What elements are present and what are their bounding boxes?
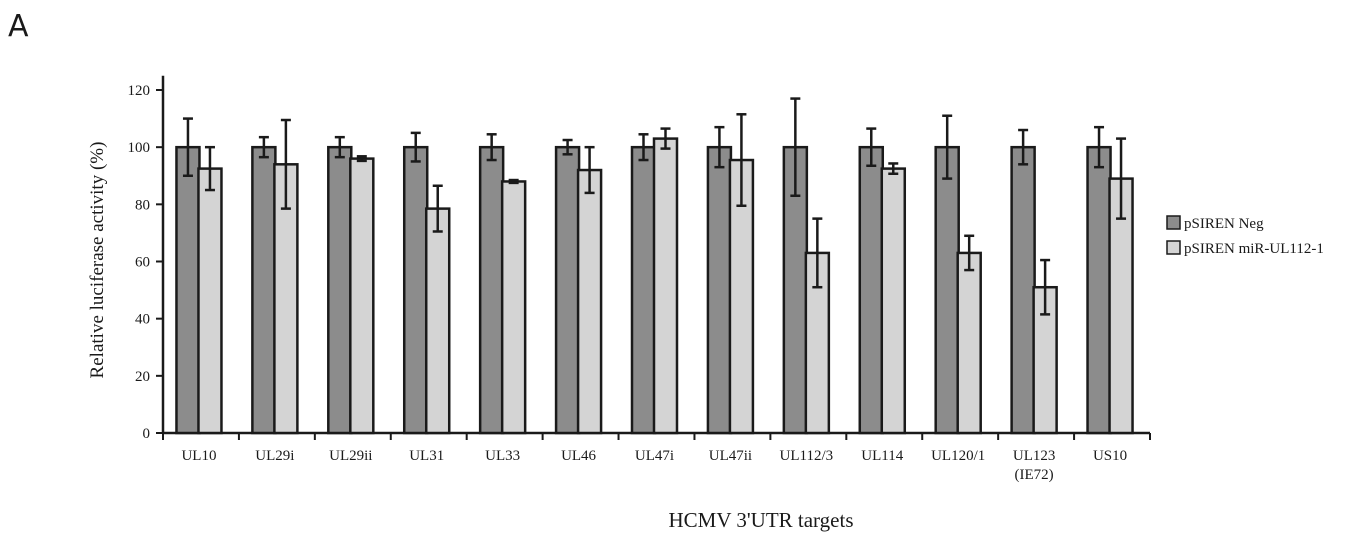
bar [424,207,451,435]
bar [706,145,733,435]
x-tick-label: UL46 [561,448,596,464]
bar [1010,145,1036,435]
bar [956,251,982,435]
bar [880,167,907,435]
legend-label: pSIREN miR-UL112-1 [1184,241,1324,257]
x-tick-label: UL29ii [329,448,372,464]
x-tick-label: UL29i [255,448,294,464]
bar [197,167,223,435]
y-tick-label: 80 [135,197,150,213]
panel-label: A [8,9,29,44]
bar [934,145,960,435]
y-tick-label: 100 [128,140,151,156]
y-tick-label: 20 [135,369,150,385]
bar [251,145,277,435]
bar [652,137,679,435]
plot-area: 0 20 40 60 80 100 120 UL10 UL29i UL29ii UL31 UL33 UL… [128,75,1151,483]
bar [478,145,505,435]
bar [402,145,429,435]
bar [1086,145,1112,435]
legend: pSIREN Neg pSIREN miR-UL112-1 [1166,215,1324,257]
bar [858,145,885,435]
legend-label: pSIREN Neg [1184,216,1264,232]
x-tick-label: UL47ii [709,448,752,464]
y-tick-label: 40 [135,312,150,328]
x-tick-label: UL33 [485,448,520,464]
bar [327,145,353,435]
legend-swatch [1166,240,1181,255]
x-axis-title: HCMV 3'UTR targets [668,508,853,532]
bar [630,145,657,435]
x-tick-label: (IE72) [1015,467,1054,483]
bar [576,168,603,435]
x-tick-label: UL47i [635,448,674,464]
x-tick-label: UL123 [1013,448,1056,464]
x-tick-label: UL120/1 [931,448,985,464]
y-axis-title: Relative luciferase activity (%) [87,142,108,379]
x-tick-label: UL114 [861,448,903,464]
bar [349,157,375,435]
x-tick-label: UL31 [409,448,444,464]
y-tick-label: 120 [128,83,151,99]
bar [500,180,527,435]
bar [554,145,581,435]
x-tick-label: UL10 [181,448,216,464]
y-tick-label: 60 [135,255,150,271]
x-tick-label: UL112/3 [780,448,834,464]
y-tick-label: 0 [143,426,151,442]
bar [175,145,201,435]
x-tick-label: US10 [1093,448,1127,464]
legend-swatch [1166,215,1181,230]
